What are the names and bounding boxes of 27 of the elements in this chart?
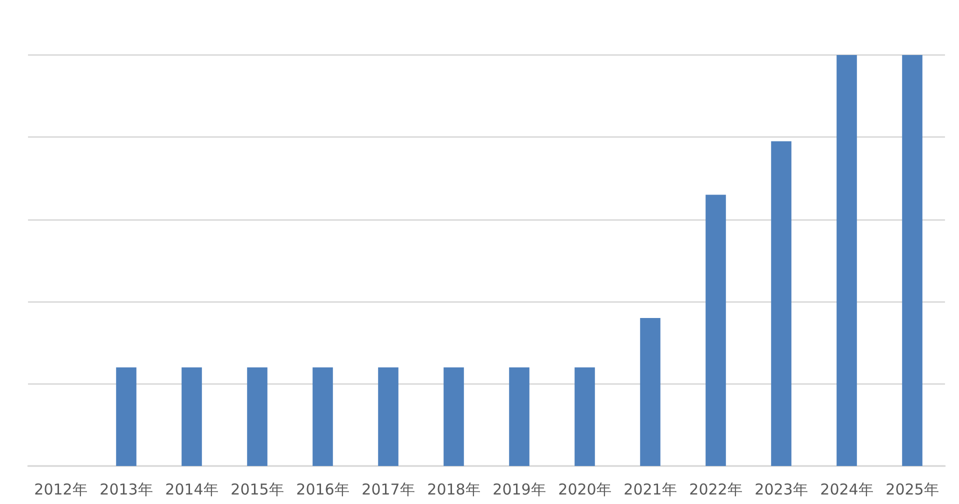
x-tick-label: 2012年: [34, 480, 88, 498]
x-tick-label: 2019年: [492, 480, 546, 498]
x-tick-label: 2020年: [558, 480, 612, 498]
x-tick-label: 2023年: [754, 480, 808, 498]
x-tick-label: 2025年: [886, 480, 939, 498]
x-tick-label: 2024年: [820, 480, 874, 498]
bar: [836, 55, 857, 466]
bar: [640, 318, 660, 466]
x-tick-label: 2015年: [230, 480, 284, 498]
x-tick-label: 2014年: [165, 480, 218, 498]
bar: [706, 194, 726, 466]
x-tick-label: 2017年: [362, 480, 415, 498]
bar: [182, 367, 202, 466]
x-tick-label: 2018年: [427, 480, 480, 498]
x-tick-label: 2016年: [296, 480, 350, 498]
bar: [378, 367, 398, 466]
x-tick-label: 2022年: [689, 480, 742, 498]
x-tick-label: 2021年: [624, 480, 677, 498]
bar: [902, 55, 922, 466]
bar: [116, 367, 136, 466]
bar: [574, 367, 595, 466]
bar: [312, 367, 333, 466]
bar: [509, 367, 530, 466]
bar: [771, 141, 792, 466]
x-tick-label: 2013年: [100, 480, 153, 498]
bar: [247, 367, 268, 466]
bar: [444, 367, 464, 466]
